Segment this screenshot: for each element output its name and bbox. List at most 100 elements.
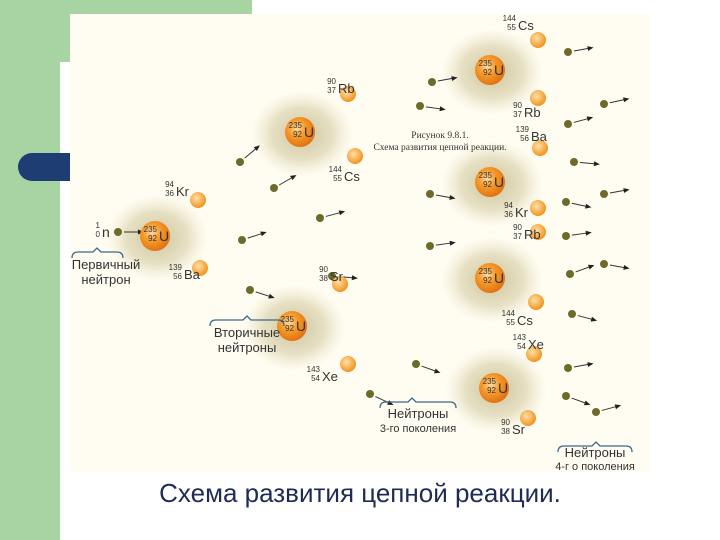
fragment-label-2-symbol: Ba: [184, 267, 201, 282]
fragment-label-11-mass: 143: [307, 365, 321, 374]
neutron-arrow-3: [268, 293, 275, 299]
fragment-label-2-mass: 139: [169, 263, 183, 272]
neutron-1: [114, 228, 122, 236]
neutron-arrow-26: [290, 175, 297, 181]
bracket-secondary: [209, 315, 285, 327]
bracket-primary: [71, 247, 124, 259]
fragment-label-10-symbol: Sr: [330, 269, 344, 284]
fragment-label-6-symbol: Rb: [524, 105, 541, 120]
fragment-2: [192, 260, 208, 276]
neutron-trail-5: [325, 211, 342, 217]
third-gen-label-line-2: 3-го поколения: [380, 423, 456, 435]
neutron-trail-20: [573, 363, 590, 368]
fragment-label-1-z: 36: [165, 189, 174, 198]
uranium-nucleus-2: [285, 117, 315, 147]
neutron-20: [564, 364, 572, 372]
neutron-arrow-11: [433, 368, 441, 374]
fragment-label-12-z: 55: [506, 318, 515, 327]
neutron-19: [568, 310, 576, 318]
fragment-label-4-mass: 144: [329, 165, 343, 174]
neutron-22: [600, 100, 608, 108]
neutron-arrow-19: [590, 316, 598, 322]
neutron-arrow-8: [449, 195, 456, 200]
neutron-2: [238, 236, 246, 244]
neutron-arrow-16: [585, 203, 592, 209]
uranium-nucleus-3: [475, 55, 505, 85]
figure-caption-line-2: Схема развития цепной реакции.: [373, 142, 506, 153]
fragment-label-12-mass: 144: [502, 309, 516, 318]
fragment-label-12-symbol: Cs: [517, 313, 533, 328]
uranium-label-4-z: 92: [483, 180, 492, 189]
uranium-nucleus-6: [277, 311, 307, 341]
neutron-trail-18: [575, 266, 591, 273]
fragment-label-9-z: 37: [513, 232, 522, 241]
chain-reaction-figure: Рисунок 9.8.1. Схема развития цепной реа…: [70, 14, 650, 472]
neutron-trail-7: [437, 77, 454, 82]
neutron-trail-9: [425, 106, 442, 110]
fourth-gen-label-line-1: Нейтроны: [565, 445, 626, 460]
fragment-label-4-symbol: Cs: [344, 169, 360, 184]
fragment-label-6-mass: 90: [513, 101, 522, 110]
fragment-label-14-mass: 90: [501, 418, 510, 427]
uranium-label-4-symbol: U: [494, 174, 504, 190]
fragment-label-13-symbol: Xe: [528, 337, 544, 352]
uranium-label-6-mass: 235: [281, 315, 295, 324]
neutron-arrow-7: [451, 76, 458, 81]
neutron-trail-8: [435, 194, 452, 199]
fragment-label-11-symbol: Xe: [322, 369, 338, 384]
neutron-12: [366, 390, 374, 398]
neutron-trail-13: [573, 47, 590, 52]
bracket-fourth: [557, 441, 633, 453]
neutron-arrow-13: [587, 46, 594, 51]
fragment-label-5-mass: 144: [503, 14, 517, 23]
fragment-8: [530, 200, 546, 216]
neutron-trail-15: [579, 162, 596, 165]
neutron-arrow-5: [338, 210, 346, 216]
neutron-trail-11: [421, 365, 437, 372]
neutron-trail-19: [577, 315, 594, 321]
fragment-3: [340, 86, 356, 102]
neutron-trail-24: [609, 264, 626, 269]
secondary-neutrons-label-line-2: нейтроны: [218, 340, 277, 355]
neutron-arrow-15: [593, 161, 600, 167]
neutron-arrow-18: [587, 264, 595, 270]
neutron-24: [600, 260, 608, 268]
uranium-label-5-symbol: U: [494, 270, 504, 286]
neutron-trail-16: [571, 202, 588, 208]
neutron-arrow-21: [583, 400, 591, 406]
primary-neutron-label-line-1: Первичный: [72, 257, 141, 272]
neutron-trail-14: [573, 117, 590, 123]
uranium-label-3-z: 92: [483, 68, 492, 77]
fragment-label-7-symbol: Ba: [531, 129, 548, 144]
neutron-trail-10: [435, 242, 452, 246]
fragment-label-4-z: 55: [333, 174, 342, 183]
uranium-label-6-z: 92: [285, 324, 294, 333]
slide-title: Схема развития цепной реакции.: [159, 478, 561, 508]
fragment-label-9-symbol: Rb: [524, 227, 541, 242]
neutron-arrow-22: [623, 97, 630, 103]
neutron-trail-21: [571, 397, 587, 404]
neutron-arrow-24: [623, 265, 630, 270]
neutron-26: [270, 184, 278, 192]
uranium-label-3-symbol: U: [494, 62, 504, 78]
neutron-arrow-14: [586, 116, 594, 122]
neutron-18: [566, 270, 574, 278]
fragment-4: [347, 148, 363, 164]
neutron-arrow-10: [449, 240, 456, 246]
neutron-6: [328, 272, 336, 280]
fragment-label-13-mass: 143: [513, 333, 527, 342]
fragment-6: [530, 90, 546, 106]
fragment-label-1-mass: 94: [165, 180, 174, 189]
fragment-label-5-z: 55: [507, 23, 516, 32]
